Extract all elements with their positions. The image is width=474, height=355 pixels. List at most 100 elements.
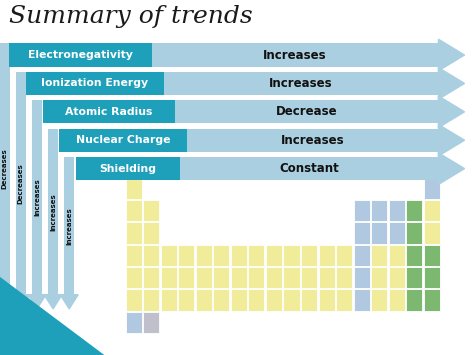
FancyBboxPatch shape	[248, 245, 264, 266]
FancyBboxPatch shape	[213, 289, 229, 311]
FancyBboxPatch shape	[301, 289, 317, 311]
Polygon shape	[60, 295, 78, 309]
FancyBboxPatch shape	[126, 178, 142, 199]
Polygon shape	[438, 96, 465, 127]
FancyBboxPatch shape	[178, 267, 194, 288]
Text: Increases: Increases	[263, 49, 327, 61]
FancyBboxPatch shape	[354, 267, 370, 288]
FancyBboxPatch shape	[283, 289, 300, 311]
FancyBboxPatch shape	[196, 267, 212, 288]
FancyBboxPatch shape	[319, 267, 335, 288]
Bar	[9, 43, 152, 67]
Bar	[16, 72, 26, 295]
Bar	[187, 129, 438, 152]
FancyBboxPatch shape	[231, 245, 247, 266]
FancyBboxPatch shape	[161, 245, 177, 266]
FancyBboxPatch shape	[424, 245, 440, 266]
FancyBboxPatch shape	[371, 222, 387, 244]
FancyBboxPatch shape	[143, 222, 159, 244]
Polygon shape	[438, 125, 465, 156]
FancyBboxPatch shape	[196, 289, 212, 311]
Polygon shape	[0, 277, 104, 355]
FancyBboxPatch shape	[424, 178, 440, 199]
FancyBboxPatch shape	[354, 245, 370, 266]
Text: Increases: Increases	[50, 193, 56, 230]
FancyBboxPatch shape	[371, 200, 387, 221]
Polygon shape	[44, 295, 62, 309]
FancyBboxPatch shape	[424, 222, 440, 244]
Text: Decrease: Decrease	[276, 105, 338, 118]
FancyBboxPatch shape	[143, 267, 159, 288]
FancyBboxPatch shape	[266, 289, 282, 311]
Polygon shape	[438, 67, 465, 99]
FancyBboxPatch shape	[406, 222, 422, 244]
Text: Atomic Radius: Atomic Radius	[65, 107, 153, 117]
FancyBboxPatch shape	[143, 245, 159, 266]
FancyBboxPatch shape	[354, 200, 370, 221]
Bar	[175, 100, 438, 123]
Text: Increases: Increases	[281, 134, 345, 147]
FancyBboxPatch shape	[336, 289, 352, 311]
FancyBboxPatch shape	[319, 245, 335, 266]
FancyBboxPatch shape	[126, 289, 142, 311]
FancyBboxPatch shape	[126, 200, 142, 221]
FancyBboxPatch shape	[266, 245, 282, 266]
FancyBboxPatch shape	[389, 222, 405, 244]
FancyBboxPatch shape	[319, 289, 335, 311]
FancyBboxPatch shape	[301, 267, 317, 288]
FancyBboxPatch shape	[406, 289, 422, 311]
FancyBboxPatch shape	[406, 245, 422, 266]
Polygon shape	[438, 39, 465, 71]
FancyBboxPatch shape	[389, 200, 405, 221]
FancyBboxPatch shape	[406, 267, 422, 288]
FancyBboxPatch shape	[178, 289, 194, 311]
FancyBboxPatch shape	[389, 245, 405, 266]
Bar	[43, 100, 175, 123]
FancyBboxPatch shape	[371, 267, 387, 288]
Text: Increases: Increases	[34, 179, 40, 216]
FancyBboxPatch shape	[161, 289, 177, 311]
Bar	[32, 100, 42, 295]
FancyBboxPatch shape	[266, 267, 282, 288]
FancyBboxPatch shape	[248, 289, 264, 311]
FancyBboxPatch shape	[231, 267, 247, 288]
FancyBboxPatch shape	[283, 267, 300, 288]
Text: Nuclear Charge: Nuclear Charge	[76, 135, 171, 145]
FancyBboxPatch shape	[389, 267, 405, 288]
Text: Constant: Constant	[279, 162, 339, 175]
Bar	[48, 129, 58, 295]
FancyBboxPatch shape	[424, 267, 440, 288]
FancyBboxPatch shape	[143, 312, 159, 333]
Text: Increases: Increases	[269, 77, 333, 90]
FancyBboxPatch shape	[354, 222, 370, 244]
FancyBboxPatch shape	[389, 289, 405, 311]
FancyBboxPatch shape	[213, 245, 229, 266]
FancyBboxPatch shape	[126, 245, 142, 266]
FancyBboxPatch shape	[143, 289, 159, 311]
Text: Decreases: Decreases	[18, 163, 24, 204]
FancyBboxPatch shape	[126, 267, 142, 288]
Bar	[64, 157, 74, 295]
FancyBboxPatch shape	[283, 245, 300, 266]
Bar	[26, 72, 164, 95]
FancyBboxPatch shape	[371, 245, 387, 266]
Polygon shape	[12, 295, 30, 309]
Text: Electronegativity: Electronegativity	[28, 50, 133, 60]
Bar	[76, 157, 180, 180]
Polygon shape	[438, 153, 465, 184]
Text: Shielding: Shielding	[100, 164, 156, 174]
FancyBboxPatch shape	[354, 289, 370, 311]
FancyBboxPatch shape	[406, 200, 422, 221]
Text: Decreases: Decreases	[2, 149, 8, 190]
FancyBboxPatch shape	[424, 289, 440, 311]
Bar	[152, 43, 438, 67]
FancyBboxPatch shape	[178, 245, 194, 266]
FancyBboxPatch shape	[248, 267, 264, 288]
FancyBboxPatch shape	[371, 289, 387, 311]
Bar	[164, 72, 438, 95]
FancyBboxPatch shape	[301, 245, 317, 266]
FancyBboxPatch shape	[126, 222, 142, 244]
FancyBboxPatch shape	[231, 289, 247, 311]
Bar	[59, 129, 187, 152]
FancyBboxPatch shape	[213, 267, 229, 288]
